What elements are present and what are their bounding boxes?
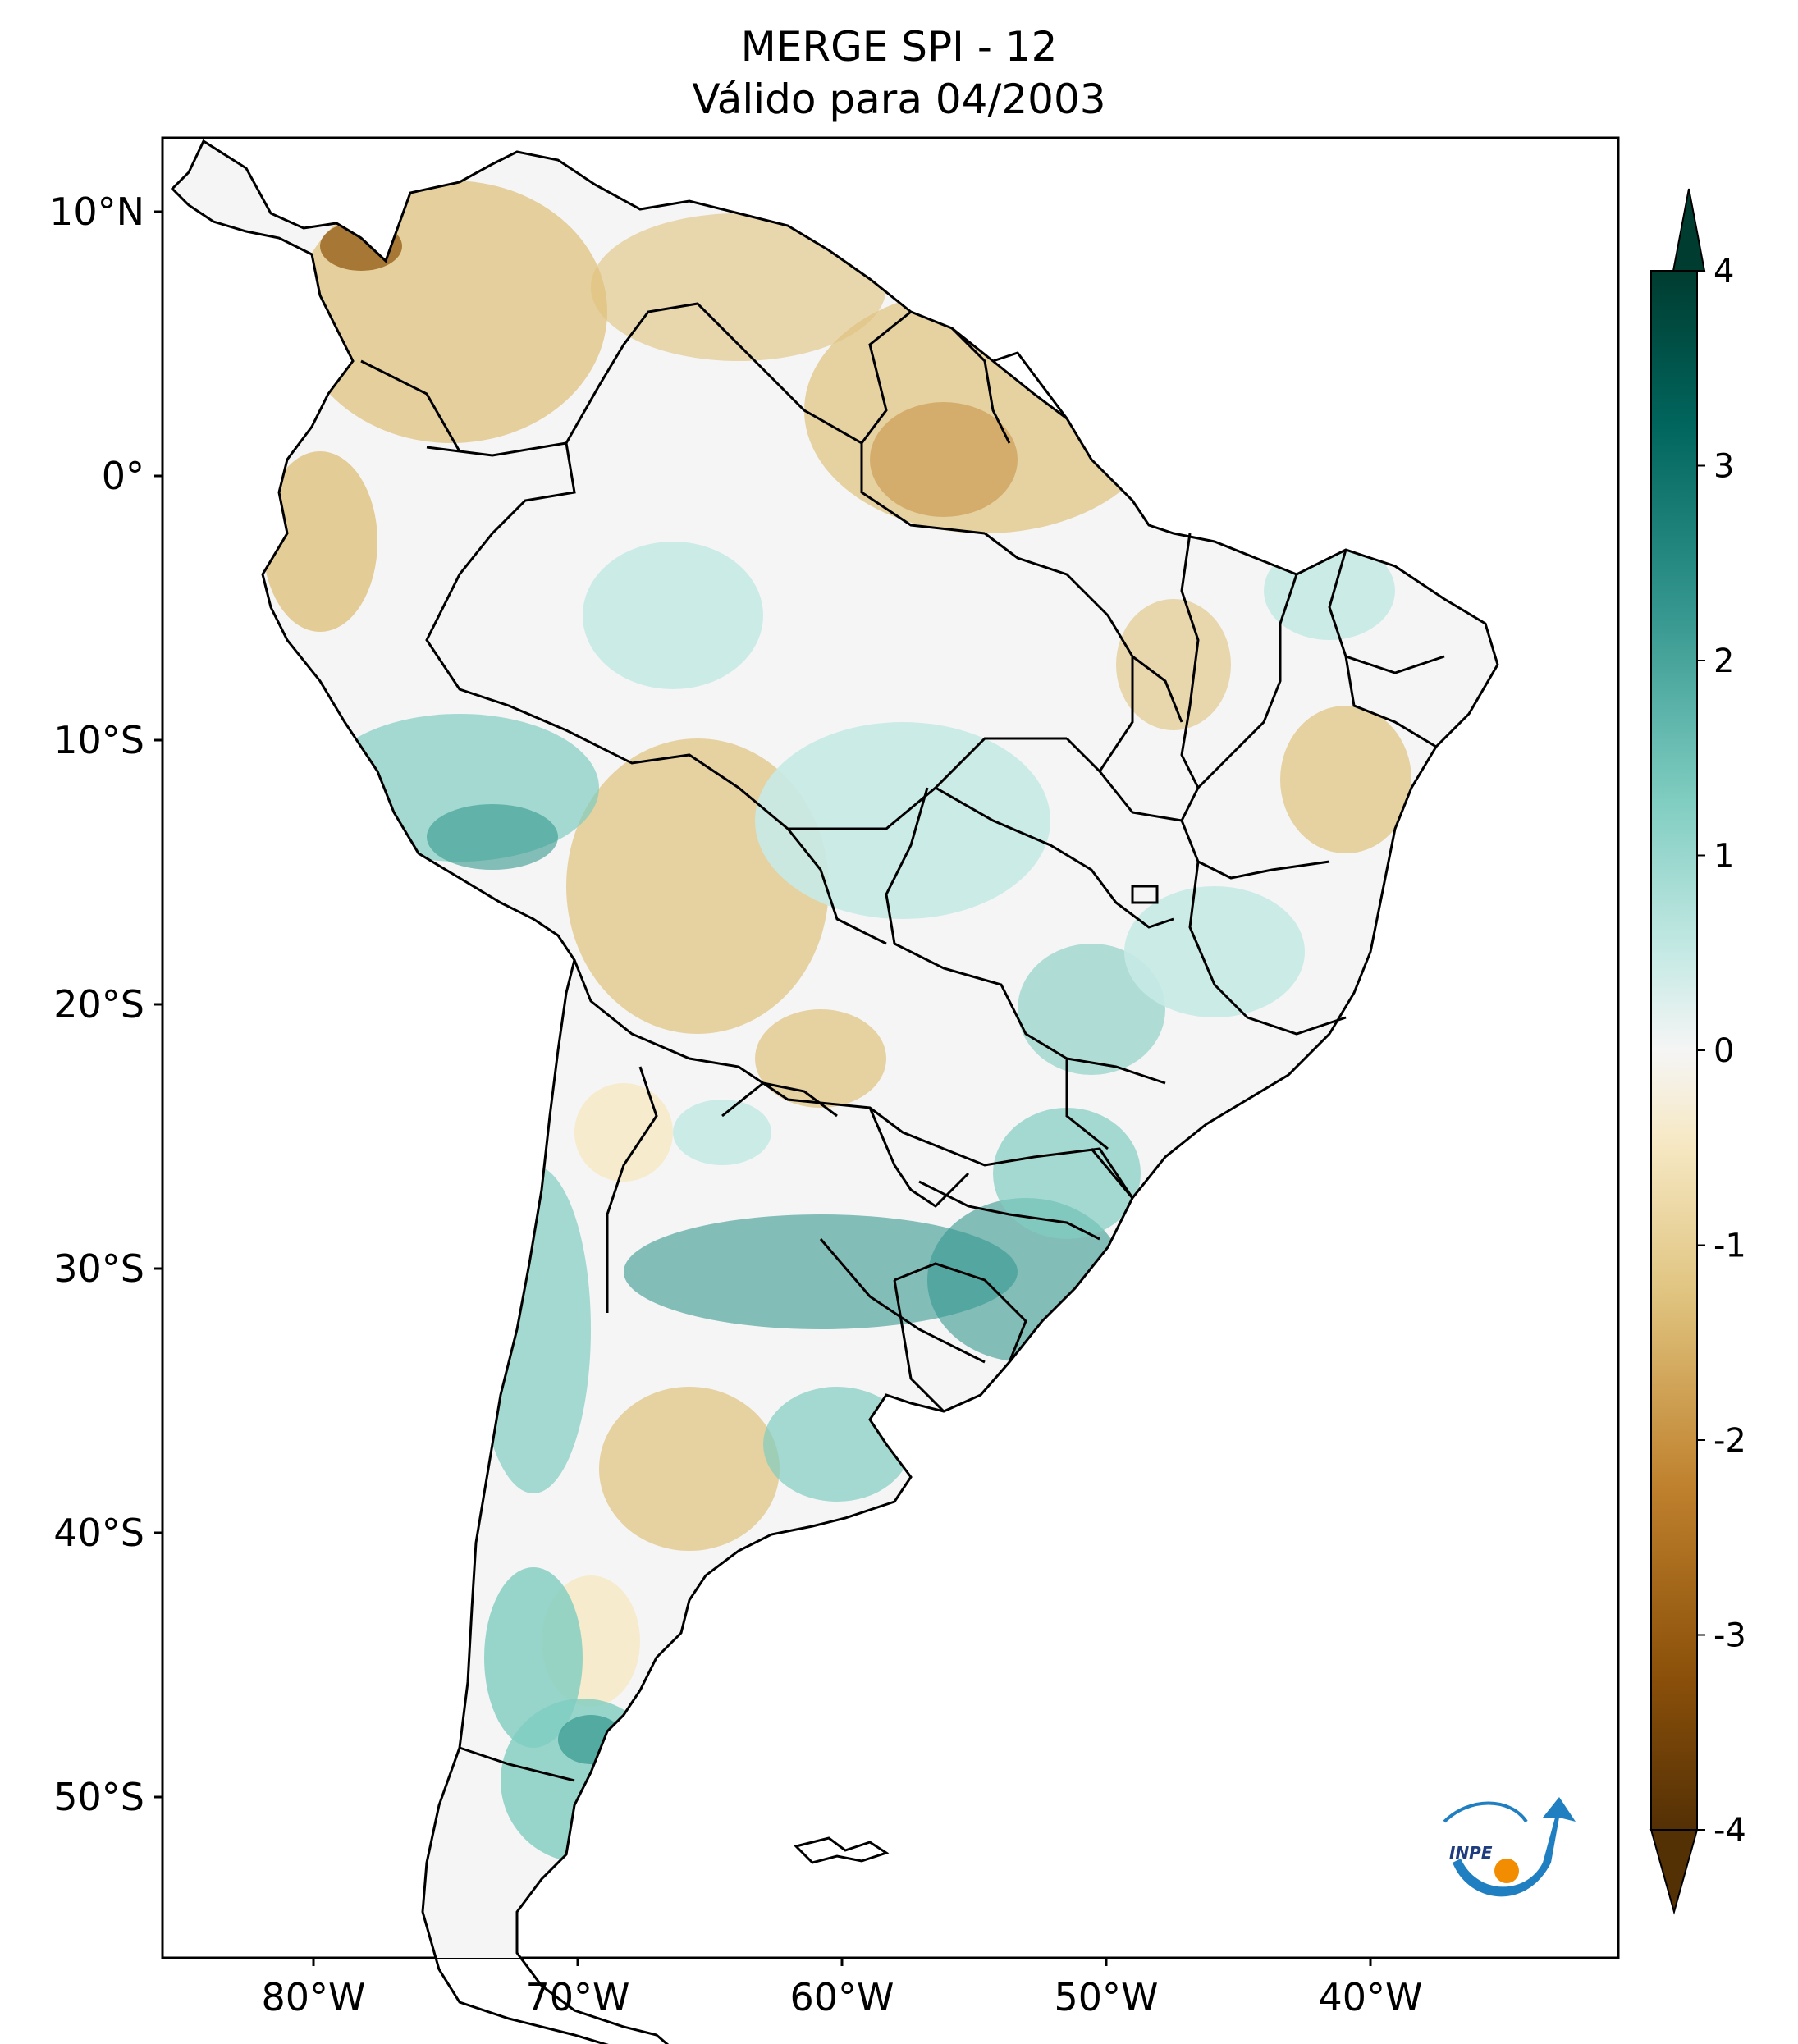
- lon-tick-label: 40°W: [1318, 1975, 1422, 2019]
- colorbar-ticks: 4 3 2 1 0 -1 -2 -3 -4: [1697, 253, 1746, 1850]
- colorbar-tick-label: -3: [1713, 1617, 1746, 1655]
- colorbar: 4 3 2 1 0 -1 -2 -3 -4: [1649, 188, 1746, 1915]
- logo-dot-icon: [1494, 1859, 1519, 1883]
- map-title-line-2: Válido para 04/2003: [692, 75, 1106, 123]
- longitude-axis: 80°W 70°W 60°W 50°W 40°W: [261, 1958, 1423, 2019]
- lon-tick-label: 50°W: [1054, 1975, 1158, 2019]
- colorbar-tick-label: 3: [1713, 448, 1734, 486]
- colorbar-tick-label: -4: [1713, 1812, 1746, 1850]
- lat-tick-label: 10°S: [53, 718, 144, 762]
- lon-tick-label: 80°W: [261, 1975, 365, 2019]
- lat-tick-label: 20°S: [53, 982, 144, 1027]
- latitude-axis: 10°N 0° 10°S 20°S 30°S 40°S 50°S: [49, 190, 162, 1819]
- colorbar-extend-max: [1672, 188, 1706, 272]
- inpe-logo: INPE: [1443, 1797, 1576, 1897]
- colorbar-tick-label: 4: [1713, 253, 1734, 290]
- falkland-islands: [794, 1836, 890, 1864]
- colorbar-tick-label: -2: [1713, 1422, 1746, 1460]
- colorbar-tick-label: 2: [1713, 642, 1734, 680]
- logo-orbit-icon: [1443, 1801, 1528, 1823]
- colorbar-gradient: [1650, 270, 1698, 1831]
- colorbar-tick-label: 1: [1713, 838, 1734, 876]
- lat-tick-label: 10°N: [49, 190, 144, 234]
- logo-text: INPE: [1449, 1843, 1493, 1863]
- lon-tick-label: 60°W: [789, 1975, 894, 2019]
- lon-tick-label: 70°W: [525, 1975, 629, 2019]
- lat-tick-label: 40°S: [53, 1511, 144, 1555]
- map-title-line-1: MERGE SPI - 12: [740, 23, 1058, 71]
- colorbar-tick-label: 0: [1713, 1032, 1734, 1070]
- lat-tick-label: 0°: [102, 454, 144, 498]
- lat-tick-label: 30°S: [53, 1246, 144, 1291]
- colorbar-tick-label: -1: [1713, 1228, 1746, 1265]
- logo-arrow-icon: [1453, 1797, 1576, 1897]
- lat-tick-label: 50°S: [53, 1775, 144, 1819]
- political-borders: [360, 302, 1445, 1782]
- colorbar-extend-min: [1649, 1829, 1699, 1915]
